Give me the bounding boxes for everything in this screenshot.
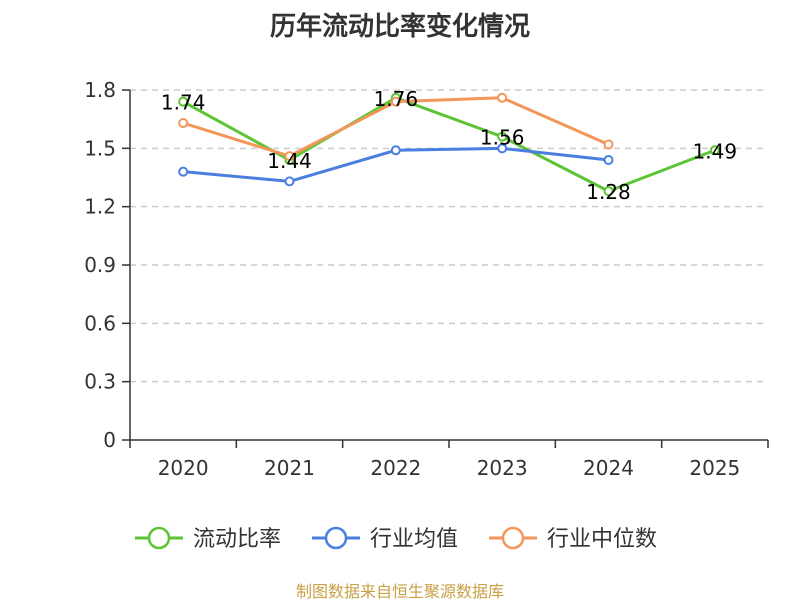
legend[interactable]: 流动比率 行业均值 行业中位数	[135, 526, 657, 552]
data-label: 1.74	[161, 91, 206, 115]
data-point[interactable]	[178, 118, 189, 129]
data-point[interactable]	[497, 143, 508, 154]
series-line	[182, 96, 716, 193]
y-tick-label: 0	[103, 428, 116, 452]
legend-marker	[324, 526, 348, 550]
x-tick-label: 2022	[370, 456, 421, 480]
series	[178, 92, 720, 197]
x-tick-label: 2024	[583, 456, 634, 480]
y-tick-label: 0.6	[84, 311, 116, 335]
data-point[interactable]	[284, 176, 295, 187]
data-point[interactable]	[603, 139, 614, 150]
y-tick-label: 1.2	[84, 195, 116, 219]
legend-item[interactable]: 流动比率	[135, 526, 281, 552]
data-label: 1.56	[480, 126, 525, 150]
data-point[interactable]	[390, 96, 401, 107]
axes: 0 0.3 0.6 0.9 1.2 1.5 1.8 2020 2021 2022 2023 2024 2…	[84, 78, 769, 480]
legend-label: 流动比率	[193, 527, 281, 552]
legend-label: 行业中位数	[547, 527, 657, 552]
chart-title: 历年流动比率变化情况	[270, 11, 530, 42]
legend-item[interactable]: 行业中位数	[489, 526, 657, 552]
data-point[interactable]	[709, 145, 720, 156]
data-point[interactable]	[178, 96, 189, 107]
data-point[interactable]	[178, 166, 189, 177]
legend-label: 行业均值	[370, 527, 458, 552]
data-point[interactable]	[603, 155, 614, 165]
data-label: 1.44	[267, 149, 312, 173]
x-tick-label: 2023	[477, 456, 528, 480]
data-label: 1.76	[374, 87, 419, 111]
x-tick-label: 2021	[264, 456, 315, 480]
data-label: 1.49	[693, 139, 738, 163]
data-point[interactable]	[390, 145, 401, 156]
data-label: 1.28	[586, 180, 631, 204]
x-tick-label: 2025	[689, 456, 740, 480]
data-point[interactable]	[497, 131, 508, 142]
data-point[interactable]	[284, 151, 295, 162]
data-point[interactable]	[603, 186, 614, 197]
legend-marker	[501, 526, 525, 550]
y-tick-label: 1.5	[84, 136, 116, 160]
source-note: 制图数据来自恒生聚源数据库	[296, 582, 504, 600]
x-tick-label: 2020	[158, 456, 209, 480]
legend-item[interactable]: 行业均值	[312, 526, 458, 552]
grid-lines	[130, 89, 768, 383]
legend-marker	[147, 526, 171, 550]
y-tick-label: 1.8	[84, 78, 116, 102]
y-tick-label: 0.3	[84, 370, 116, 394]
y-tick-label: 0.9	[84, 253, 116, 277]
data-labels: 1.74 1.44 1.76 1.56 1.28 1.49	[161, 87, 737, 204]
data-point[interactable]	[497, 92, 508, 103]
